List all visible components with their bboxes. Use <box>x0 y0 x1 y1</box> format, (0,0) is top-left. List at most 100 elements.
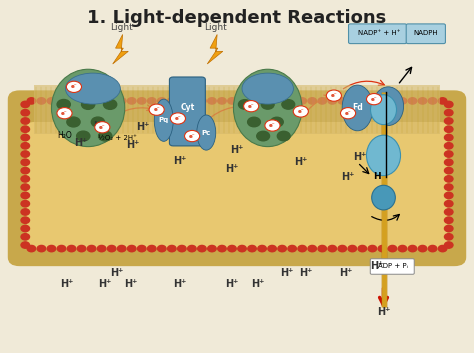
Circle shape <box>21 167 29 174</box>
Text: H⁺: H⁺ <box>93 120 107 131</box>
Text: H⁺: H⁺ <box>173 156 187 166</box>
Circle shape <box>27 245 36 252</box>
Ellipse shape <box>242 73 293 104</box>
Circle shape <box>445 143 453 149</box>
Circle shape <box>118 98 126 104</box>
Circle shape <box>368 98 377 104</box>
Circle shape <box>268 245 276 252</box>
Circle shape <box>445 118 453 124</box>
Circle shape <box>445 225 453 232</box>
Circle shape <box>77 131 90 141</box>
Circle shape <box>318 245 327 252</box>
Circle shape <box>67 85 80 95</box>
Ellipse shape <box>155 99 173 141</box>
Circle shape <box>418 245 427 252</box>
Ellipse shape <box>234 69 302 146</box>
Circle shape <box>445 217 453 223</box>
Circle shape <box>87 245 96 252</box>
Circle shape <box>298 98 306 104</box>
Circle shape <box>445 134 453 141</box>
FancyBboxPatch shape <box>34 85 440 134</box>
Ellipse shape <box>371 95 397 125</box>
Circle shape <box>398 98 407 104</box>
Circle shape <box>268 98 276 104</box>
Text: H: H <box>374 172 381 181</box>
Text: H⁺: H⁺ <box>136 122 149 132</box>
FancyBboxPatch shape <box>27 122 447 249</box>
Circle shape <box>21 159 29 166</box>
Circle shape <box>388 245 397 252</box>
Circle shape <box>438 245 447 252</box>
Circle shape <box>378 98 387 104</box>
Circle shape <box>445 184 453 190</box>
Circle shape <box>278 98 286 104</box>
Circle shape <box>21 184 29 190</box>
Text: 1. Light-dependent Reactions: 1. Light-dependent Reactions <box>87 10 387 28</box>
Text: Light: Light <box>110 23 133 32</box>
Circle shape <box>282 100 295 109</box>
Circle shape <box>247 117 260 127</box>
Circle shape <box>97 245 106 252</box>
Text: H⁺: H⁺ <box>294 157 308 167</box>
Text: e⁻: e⁻ <box>248 104 255 109</box>
Circle shape <box>238 98 246 104</box>
Circle shape <box>228 245 236 252</box>
Circle shape <box>37 245 46 252</box>
Circle shape <box>77 245 86 252</box>
Circle shape <box>67 117 80 127</box>
Polygon shape <box>207 35 223 64</box>
Circle shape <box>338 245 346 252</box>
Text: H⁺: H⁺ <box>74 138 88 148</box>
Text: NADP⁺ + H⁺: NADP⁺ + H⁺ <box>357 30 400 36</box>
Circle shape <box>318 98 327 104</box>
Text: Cyt: Cyt <box>180 103 194 113</box>
Text: H⁺: H⁺ <box>252 279 265 289</box>
Text: e⁻: e⁻ <box>345 111 351 116</box>
Circle shape <box>238 100 251 109</box>
Circle shape <box>21 101 29 108</box>
Circle shape <box>91 85 104 95</box>
Circle shape <box>47 98 56 104</box>
Ellipse shape <box>372 185 395 210</box>
Circle shape <box>108 98 116 104</box>
Text: e⁻: e⁻ <box>61 111 68 116</box>
FancyBboxPatch shape <box>169 77 205 146</box>
Circle shape <box>366 94 382 105</box>
Circle shape <box>445 176 453 182</box>
Circle shape <box>428 98 437 104</box>
Circle shape <box>238 245 246 252</box>
Circle shape <box>445 151 453 157</box>
Text: H⁺: H⁺ <box>226 164 239 174</box>
Ellipse shape <box>373 87 403 126</box>
Circle shape <box>168 245 176 252</box>
Text: H⁺: H⁺ <box>60 279 73 289</box>
Circle shape <box>348 245 356 252</box>
Ellipse shape <box>197 115 216 150</box>
Text: H₂O: H₂O <box>57 131 72 139</box>
Circle shape <box>326 90 341 101</box>
Circle shape <box>208 98 216 104</box>
Text: ½O₂ + 2H⁺: ½O₂ + 2H⁺ <box>98 135 137 141</box>
Text: H⁺: H⁺ <box>377 307 390 317</box>
Circle shape <box>328 98 337 104</box>
Circle shape <box>398 245 407 252</box>
Circle shape <box>348 98 356 104</box>
Circle shape <box>57 108 72 119</box>
Circle shape <box>445 201 453 207</box>
Text: Light: Light <box>204 23 227 32</box>
Circle shape <box>445 167 453 174</box>
Ellipse shape <box>65 73 120 104</box>
Text: e⁻: e⁻ <box>174 116 181 121</box>
Circle shape <box>445 109 453 116</box>
Text: H⁺: H⁺ <box>98 279 111 289</box>
Circle shape <box>244 101 259 112</box>
Text: e⁻: e⁻ <box>189 133 195 139</box>
Circle shape <box>21 126 29 132</box>
Circle shape <box>445 192 453 199</box>
Circle shape <box>438 98 447 104</box>
Circle shape <box>340 108 356 119</box>
Text: e⁻: e⁻ <box>99 125 106 130</box>
Circle shape <box>21 109 29 116</box>
Circle shape <box>248 245 256 252</box>
Circle shape <box>66 81 82 92</box>
